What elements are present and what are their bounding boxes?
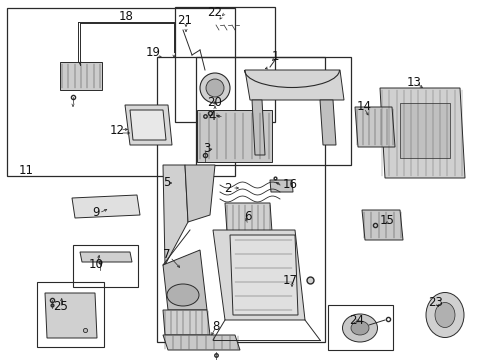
Bar: [196, 57, 350, 165]
Text: 13: 13: [406, 76, 421, 89]
Polygon shape: [251, 100, 264, 155]
Ellipse shape: [350, 321, 368, 335]
Polygon shape: [60, 62, 102, 90]
Text: 7: 7: [163, 248, 170, 261]
Text: 8: 8: [212, 320, 219, 333]
Polygon shape: [184, 165, 215, 222]
Polygon shape: [80, 252, 132, 262]
Polygon shape: [45, 293, 97, 338]
Polygon shape: [163, 250, 206, 310]
Bar: [73, 245, 138, 287]
Text: 3: 3: [203, 141, 210, 154]
Text: 18: 18: [118, 9, 133, 22]
Bar: [37, 282, 104, 347]
Bar: [327, 305, 392, 350]
Text: 12: 12: [109, 123, 124, 136]
Text: 10: 10: [88, 258, 103, 271]
Polygon shape: [319, 100, 335, 145]
Ellipse shape: [205, 79, 224, 97]
Polygon shape: [224, 203, 271, 232]
Ellipse shape: [342, 314, 377, 342]
Bar: [7, 8, 235, 176]
Text: 15: 15: [379, 213, 394, 226]
Ellipse shape: [434, 302, 454, 328]
Polygon shape: [163, 165, 187, 265]
Text: 5: 5: [163, 175, 170, 189]
Text: 21: 21: [177, 13, 192, 27]
Text: 16: 16: [282, 179, 297, 192]
Polygon shape: [354, 107, 394, 147]
Bar: [399, 103, 449, 158]
Bar: [157, 57, 325, 342]
Ellipse shape: [167, 284, 199, 306]
Ellipse shape: [425, 292, 463, 338]
Polygon shape: [269, 180, 292, 192]
Polygon shape: [72, 195, 140, 218]
Text: 11: 11: [19, 163, 34, 176]
Ellipse shape: [200, 73, 229, 103]
Polygon shape: [244, 70, 343, 100]
Text: 20: 20: [207, 96, 222, 109]
Text: 19: 19: [145, 45, 160, 58]
Text: 2: 2: [224, 181, 231, 194]
Text: 9: 9: [92, 207, 100, 220]
Polygon shape: [125, 105, 172, 145]
Text: 14: 14: [356, 100, 371, 113]
Text: 1: 1: [271, 50, 278, 63]
Text: 23: 23: [427, 297, 443, 310]
Polygon shape: [361, 210, 402, 240]
Text: 17: 17: [282, 274, 297, 287]
Text: 4: 4: [208, 111, 215, 123]
Polygon shape: [130, 110, 165, 140]
Polygon shape: [213, 230, 305, 320]
Polygon shape: [163, 335, 240, 350]
Bar: [175, 7, 274, 122]
Text: 6: 6: [244, 211, 251, 224]
Polygon shape: [379, 88, 464, 178]
Polygon shape: [229, 235, 297, 315]
Text: 24: 24: [349, 314, 364, 327]
Text: 25: 25: [54, 301, 68, 314]
Polygon shape: [163, 310, 209, 335]
Polygon shape: [197, 110, 271, 162]
Text: 22: 22: [207, 5, 222, 18]
